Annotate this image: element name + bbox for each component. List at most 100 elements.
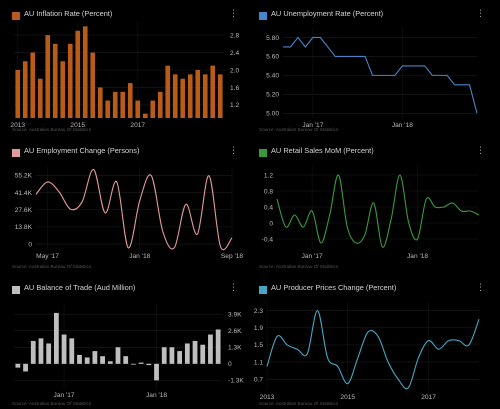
y-tick-label: 2.3 <box>254 308 263 315</box>
y-tick-label: 0.7 <box>254 377 263 384</box>
y-tick-label: 1.2 <box>230 102 239 109</box>
y-tick-label: 27.6K <box>15 207 33 214</box>
unemployment-panel: AU Unemployment Rate (Percent) ⋮ 5.80 5.6… <box>247 0 493 134</box>
x-tick-label: Sep '18 <box>221 253 243 260</box>
inflation-bar <box>112 91 118 118</box>
trade-chart: 3.9K 2.6K 1.3K 0 -1.3K Jan '17 Jan '18 <box>14 304 244 399</box>
employment-title: AU Employment Change (Persons) <box>24 146 140 155</box>
kebab-menu-icon[interactable]: ⋮ <box>476 8 485 18</box>
trade-bar <box>154 363 159 381</box>
source-label: Source: Australian Bureau Of Statistics <box>259 264 339 269</box>
employment-swatch <box>12 149 20 157</box>
inflation-bar <box>30 52 36 118</box>
inflation-bar <box>97 87 103 118</box>
kebab-menu-icon[interactable]: ⋮ <box>229 282 238 292</box>
y-tick-label: 5.80 <box>266 35 279 42</box>
inflation-bar <box>37 78 43 118</box>
trade-title: AU Balance of Trade (Aud Million) <box>24 283 136 292</box>
y-tick-label: 5.00 <box>266 111 279 118</box>
y-tick-label: 0 <box>28 241 32 248</box>
source-label: Source: Australian Bureau Of Statistics <box>259 127 339 132</box>
retail-title: AU Retail Sales MoM (Percent) <box>271 146 374 155</box>
trade-bar <box>200 344 206 364</box>
inflation-bar <box>172 74 178 118</box>
x-tick-label: 2015 <box>70 122 85 129</box>
inflation-chart: 2.8 2.4 2.0 1.6 1.2 2013 2015 2017 <box>10 22 239 129</box>
inflation-bar <box>75 30 81 118</box>
trade-bar <box>107 361 113 364</box>
kebab-menu-icon[interactable]: ⋮ <box>476 282 485 292</box>
y-tick-label: 5.40 <box>266 73 279 80</box>
x-tick-label: 2017 <box>130 122 145 129</box>
x-tick-label: 2013 <box>260 394 275 401</box>
ppi-chart: 2.3 1.9 1.5 1.1 0.7 2013 2015 2017 <box>254 302 480 401</box>
inflation-bar <box>157 91 163 118</box>
trade-bar <box>208 334 213 364</box>
source-label: Source: Australian Bureau Of Statistics <box>12 264 92 269</box>
trade-swatch <box>12 286 20 294</box>
kebab-menu-icon[interactable]: ⋮ <box>229 8 238 18</box>
inflation-bar <box>52 43 58 118</box>
x-tick-label: May '17 <box>36 253 59 260</box>
trade-bar <box>100 356 105 364</box>
x-tick-label: Jan '17 <box>302 253 323 260</box>
y-tick-label: 1.1 <box>254 359 263 366</box>
x-tick-label: Jan '17 <box>54 392 75 399</box>
ppi-panel: AU Producer Prices Change (Percent) ⋮ 2.… <box>247 274 493 408</box>
trade-bar <box>23 363 28 372</box>
inflation-bar <box>217 74 223 118</box>
inflation-bar <box>82 26 88 119</box>
x-tick-label: Jan '18 <box>392 122 413 129</box>
kebab-menu-icon[interactable]: ⋮ <box>476 145 485 155</box>
inflation-bar <box>195 70 201 118</box>
retail-series-line <box>276 174 480 248</box>
source-label: Source: Australian Bureau Of Statistics <box>259 401 339 406</box>
trade-bar <box>92 351 98 364</box>
trade-bar <box>192 340 198 364</box>
trade-bar <box>138 362 144 364</box>
trade-bar <box>38 338 44 364</box>
y-tick-label: 0 <box>228 361 232 368</box>
inflation-swatch <box>12 12 20 20</box>
trade-bar <box>30 340 36 364</box>
inflation-bar <box>67 43 73 118</box>
retail-panel: AU Retail Sales MoM (Percent) ⋮ 1.2 0.8 0.… <box>247 137 493 271</box>
trade-bar <box>184 343 190 364</box>
inflation-bar <box>120 91 126 118</box>
x-tick-label: 2013 <box>10 122 25 129</box>
inflation-bar <box>22 61 28 118</box>
kebab-menu-icon[interactable]: ⋮ <box>229 145 238 155</box>
y-tick-label: 0 <box>269 220 273 227</box>
x-tick-label: Jan '18 <box>129 253 150 260</box>
y-tick-label: 1.9 <box>254 325 263 332</box>
inflation-bar <box>90 52 96 118</box>
y-tick-label: 2.6K <box>228 328 242 335</box>
unemployment-swatch <box>259 12 267 20</box>
inflation-bar <box>142 113 148 118</box>
employment-chart: 55.2K 41.4K 27.6K 13.8K 0 May '17 Jan '18 Sep '… <box>15 167 243 260</box>
y-tick-label: 5.20 <box>266 92 279 99</box>
retail-chart: 1.2 0.8 0.4 0 -0.4 Jan '17 Jan '18 <box>262 165 480 260</box>
inflation-bar <box>127 83 133 118</box>
inflation-bar <box>150 100 156 118</box>
inflation-bar <box>180 78 186 118</box>
x-tick-label: Jan '18 <box>407 253 428 260</box>
inflation-bar <box>202 74 208 118</box>
unemployment-title: AU Unemployment Rate (Percent) <box>271 9 384 18</box>
trade-bar <box>84 357 90 364</box>
y-tick-label: 0.4 <box>264 204 273 211</box>
ppi-swatch <box>259 286 267 294</box>
inflation-bar <box>187 74 193 118</box>
y-tick-label: 13.8K <box>15 224 33 231</box>
inflation-bar <box>45 35 51 118</box>
unemployment-series-line <box>283 36 478 114</box>
trade-bar <box>61 334 67 364</box>
y-tick-label: 5.60 <box>266 54 279 61</box>
y-tick-label: 1.3K <box>228 345 242 352</box>
trade-bar <box>177 351 183 364</box>
y-tick-label: 1.2 <box>264 172 273 179</box>
y-tick-label: 2.0 <box>230 67 239 74</box>
retail-swatch <box>259 149 267 157</box>
employment-series-line <box>35 168 233 251</box>
inflation-bar <box>210 65 216 118</box>
